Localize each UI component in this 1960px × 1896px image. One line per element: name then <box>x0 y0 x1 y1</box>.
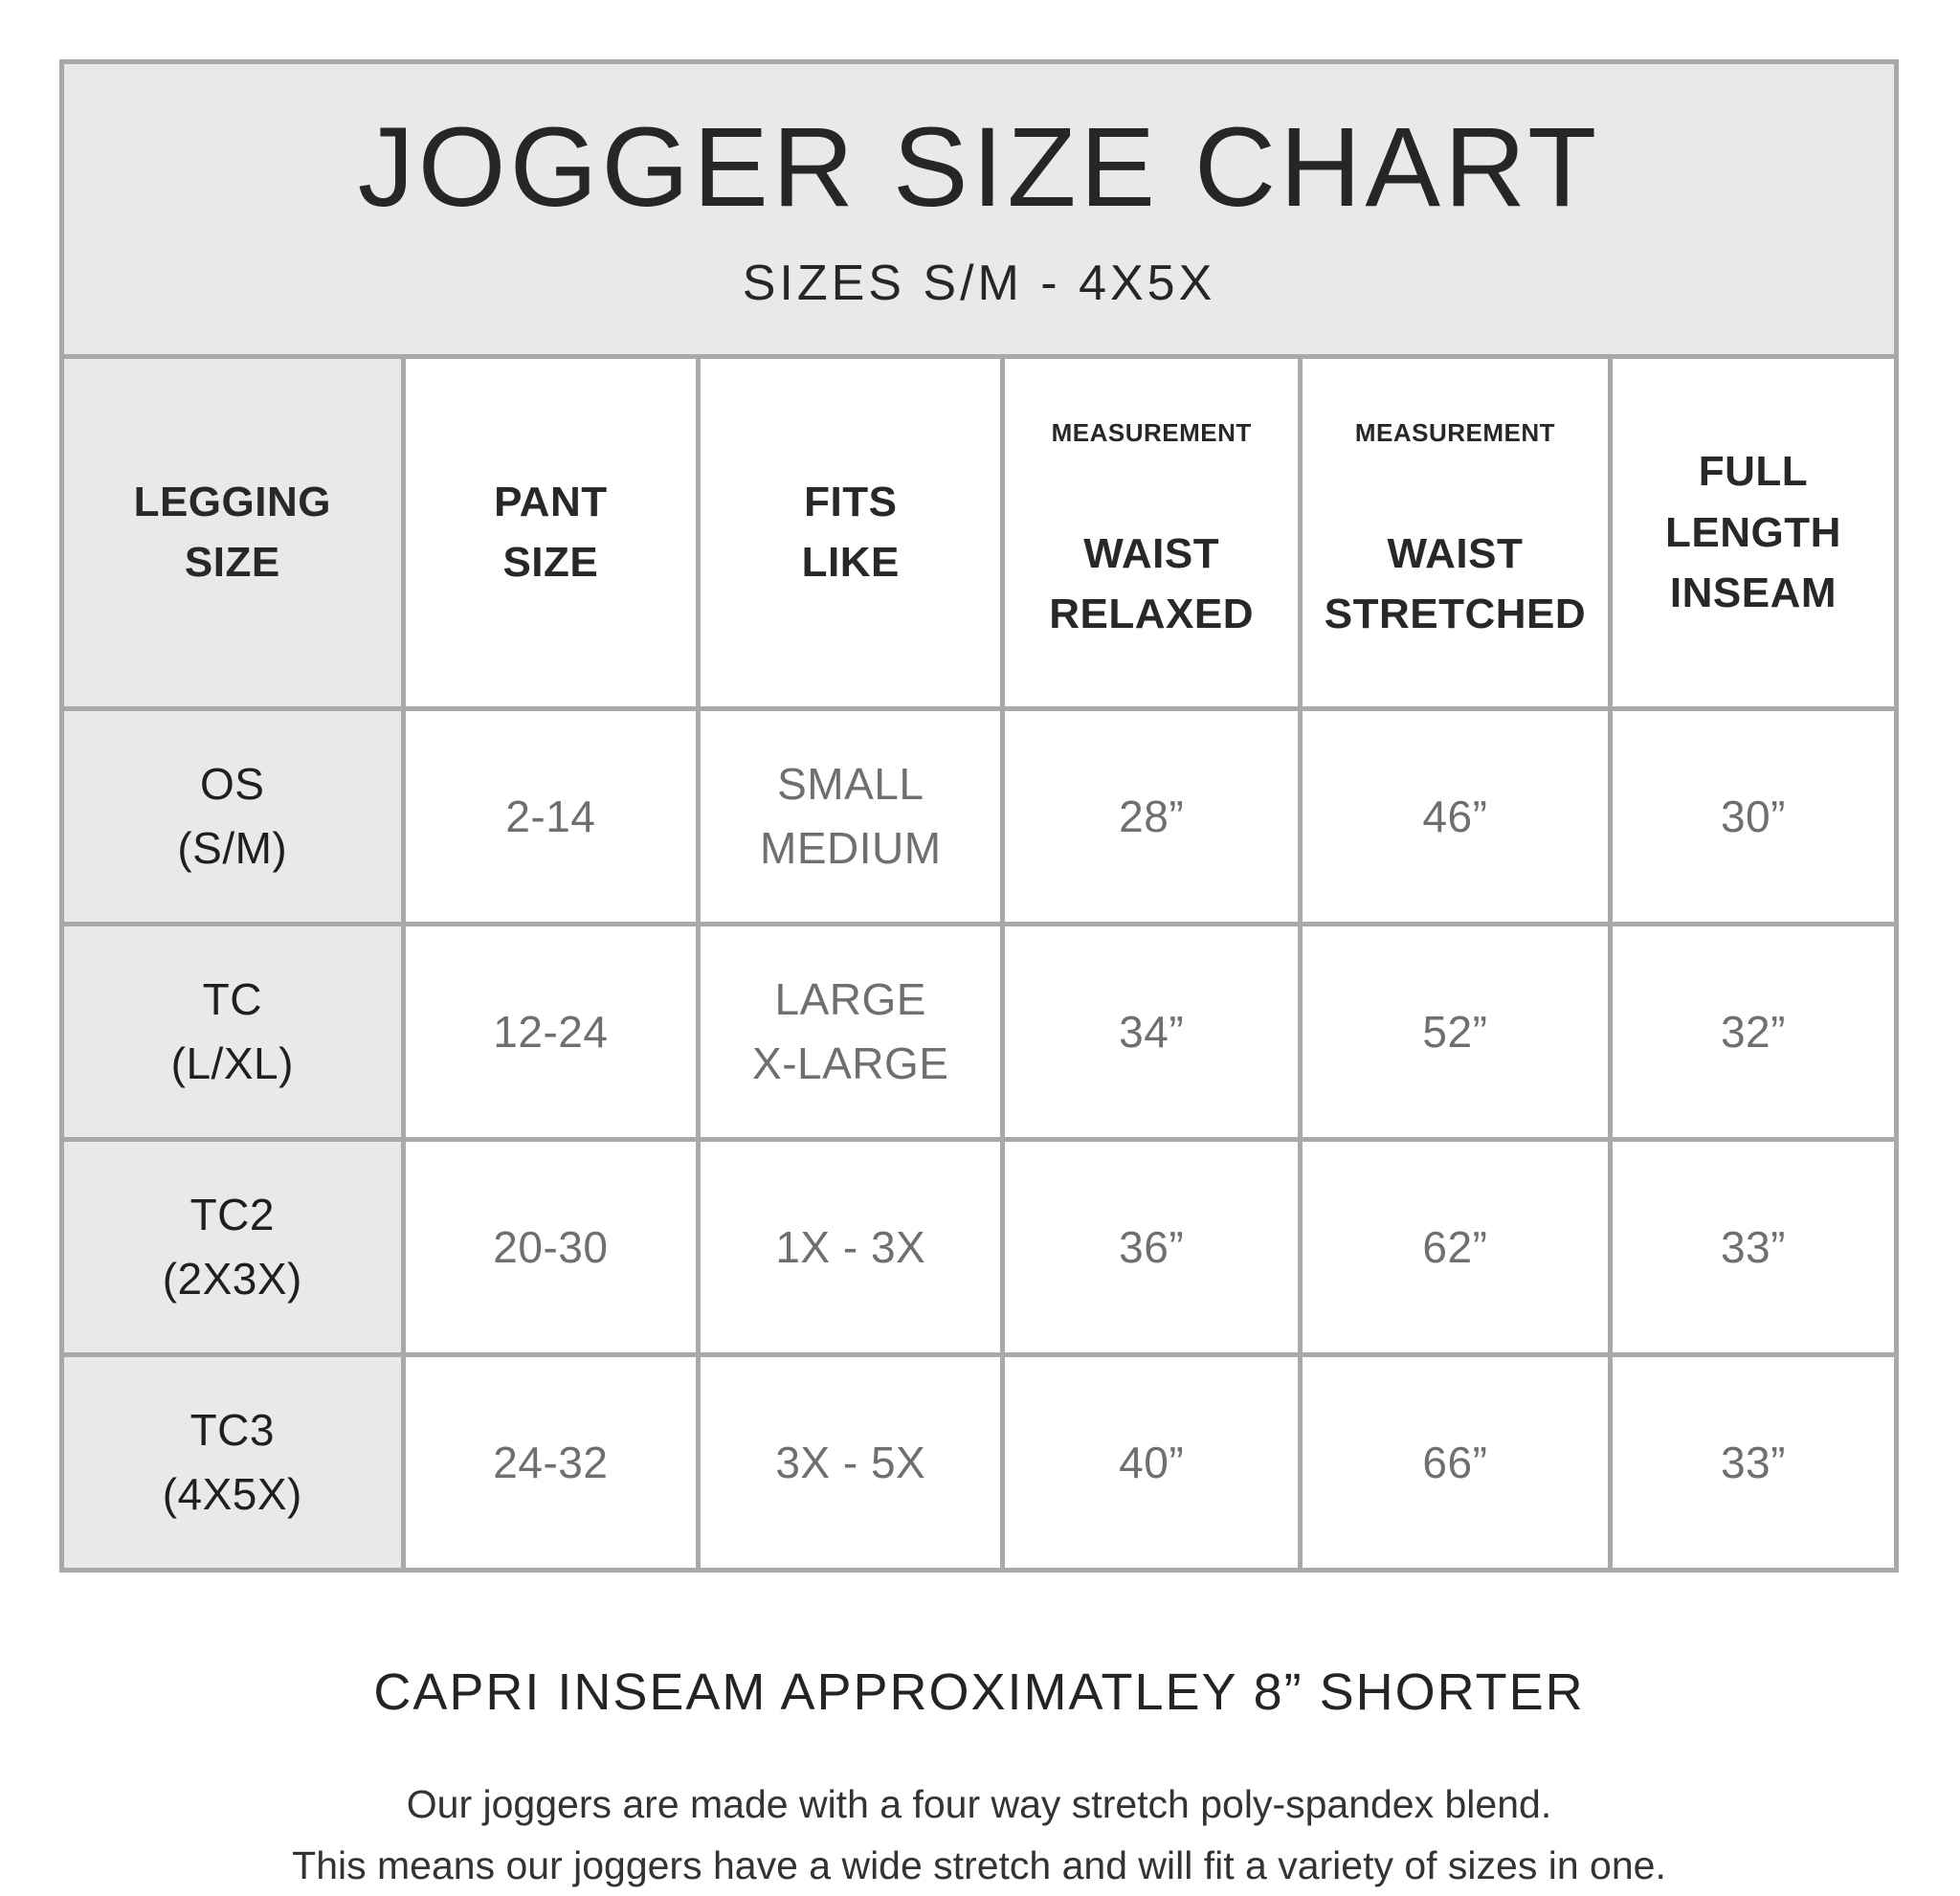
column-label: FULL LENGTH INSEAM <box>1665 447 1841 617</box>
cell-fits-like: LARGE X-LARGE <box>696 921 1006 1142</box>
cell-pant-size: 20-30 <box>400 1136 702 1357</box>
column-label: FITS LIKE <box>801 478 900 587</box>
cell-legging-size: TC2 (2X3X) <box>59 1136 406 1357</box>
measurement-label: MEASUREMENT <box>1051 417 1252 447</box>
page-subtitle: SIZES S/M - 4X5X <box>742 255 1216 311</box>
cell-full-length-inseam: 32” <box>1607 921 1900 1142</box>
cell-waist-relaxed: 40” <box>1000 1351 1303 1573</box>
cell-waist-relaxed: 34” <box>1000 921 1303 1142</box>
cell-fits-like: SMALL MEDIUM <box>696 705 1006 926</box>
table-row-tc3: TC3 (4X5X) 24-32 3X - 5X 40” 66” 33” <box>59 1351 1900 1573</box>
page-title: JOGGER SIZE CHART <box>357 103 1601 231</box>
cell-legging-size: OS (S/M) <box>59 705 406 926</box>
cell-waist-stretched: 52” <box>1297 921 1613 1142</box>
column-label: WAIST STRETCHED <box>1324 529 1587 638</box>
capri-inseam-note: CAPRI INSEAM APPROXIMATLEY 8” SHORTER <box>373 1662 1585 1721</box>
col-header-legging-size: LEGGING SIZE <box>59 354 406 711</box>
cell-pant-size: 2-14 <box>400 705 702 926</box>
col-header-full-length-inseam: FULL LENGTH INSEAM <box>1607 354 1900 711</box>
table-header-row: LEGGING SIZE PANT SIZE FITS LIKE MEASURE… <box>59 354 1900 711</box>
cell-waist-stretched: 46” <box>1297 705 1613 926</box>
measurement-label: MEASUREMENT <box>1354 417 1555 447</box>
table-row-os: OS (S/M) 2-14 SMALL MEDIUM 28” 46” 30” <box>59 705 1900 926</box>
cell-full-length-inseam: 33” <box>1607 1136 1900 1357</box>
col-header-waist-stretched: MEASUREMENT WAIST STRETCHED <box>1297 354 1613 711</box>
cell-fits-like: 1X - 3X <box>696 1136 1006 1357</box>
cell-waist-stretched: 62” <box>1297 1136 1613 1357</box>
product-description: Our joggers are made with a four way str… <box>292 1782 1666 1887</box>
col-header-waist-relaxed: MEASUREMENT WAIST RELAXED <box>1000 354 1303 711</box>
table-row-tc: TC (L/XL) 12-24 LARGE X-LARGE 34” 52” 32… <box>59 921 1900 1142</box>
table-row-tc2: TC2 (2X3X) 20-30 1X - 3X 36” 62” 33” <box>59 1136 1900 1357</box>
column-label: PANT SIZE <box>494 478 608 587</box>
column-label: LEGGING SIZE <box>133 478 331 587</box>
size-table: LEGGING SIZE PANT SIZE FITS LIKE MEASURE… <box>59 354 1900 1573</box>
cell-full-length-inseam: 33” <box>1607 1351 1900 1573</box>
cell-legging-size: TC (L/XL) <box>59 921 406 1142</box>
cell-fits-like: 3X - 5X <box>696 1351 1006 1573</box>
cell-waist-stretched: 66” <box>1297 1351 1613 1573</box>
cell-waist-relaxed: 28” <box>1000 705 1303 926</box>
column-label: WAIST RELAXED <box>1049 529 1255 638</box>
cell-full-length-inseam: 30” <box>1607 705 1900 926</box>
col-header-pant-size: PANT SIZE <box>400 354 702 711</box>
cell-pant-size: 24-32 <box>400 1351 702 1573</box>
cell-legging-size: TC3 (4X5X) <box>59 1351 406 1573</box>
cell-pant-size: 12-24 <box>400 921 702 1142</box>
col-header-fits-like: FITS LIKE <box>696 354 1006 711</box>
cell-waist-relaxed: 36” <box>1000 1136 1303 1357</box>
chart-title-block: JOGGER SIZE CHART SIZES S/M - 4X5X <box>59 59 1899 359</box>
